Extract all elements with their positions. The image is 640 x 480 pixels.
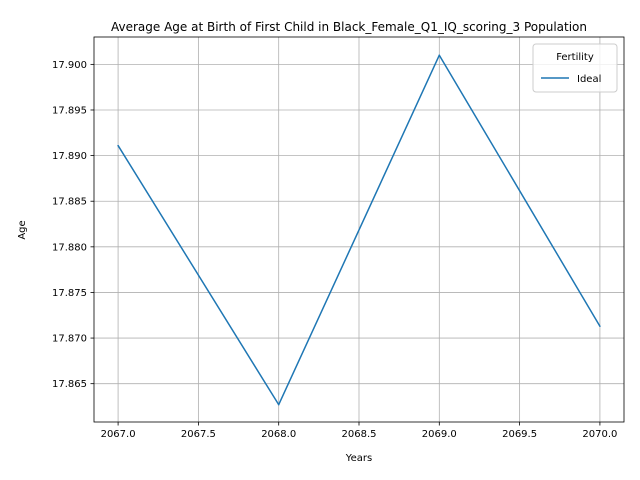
x-tick-label: 2067.0 xyxy=(101,429,136,440)
x-tick-label: 2069.0 xyxy=(422,429,457,440)
y-tick-label: 17.870 xyxy=(52,334,87,345)
x-tick-label: 2068.5 xyxy=(342,429,377,440)
data-point xyxy=(438,54,441,56)
legend-entry-ideal: Ideal xyxy=(577,74,601,85)
x-tick-label: 2069.5 xyxy=(502,429,537,440)
data-point xyxy=(599,325,601,327)
y-tick-label: 17.900 xyxy=(52,60,87,71)
y-tick-label: 17.890 xyxy=(52,151,87,162)
data-point xyxy=(277,403,280,406)
series-line-ideal xyxy=(117,54,601,406)
legend-box xyxy=(532,43,618,93)
x-tick-label: 2068.0 xyxy=(261,429,296,440)
y-tick-label: 17.865 xyxy=(52,379,87,390)
legend-title: Fertility xyxy=(556,52,594,63)
y-tick-label: 17.875 xyxy=(52,288,87,299)
x-axis-label: Years xyxy=(345,453,372,464)
y-tick-label: 17.895 xyxy=(52,105,87,116)
x-tick-label: 2070.0 xyxy=(582,429,617,440)
x-tick-label: 2067.5 xyxy=(181,429,216,440)
y-tick-label: 17.885 xyxy=(52,197,87,208)
series-layer xyxy=(117,54,601,406)
chart-title: Average Age at Birth of First Child in B… xyxy=(111,20,587,34)
y-axis-label: Age xyxy=(17,220,28,239)
y-tick-label: 17.880 xyxy=(52,242,87,253)
y-axis-ticks: 17.865 17.870 17.875 17.880 17.885 17.890 17.8… xyxy=(52,60,94,390)
grid xyxy=(94,37,624,422)
data-point xyxy=(117,144,119,147)
legend: Fertility Ideal xyxy=(532,43,618,93)
x-axis-ticks: 2067.0 2067.5 2068.0 2068.5 2069.0 2069.5 2070… xyxy=(101,422,617,440)
